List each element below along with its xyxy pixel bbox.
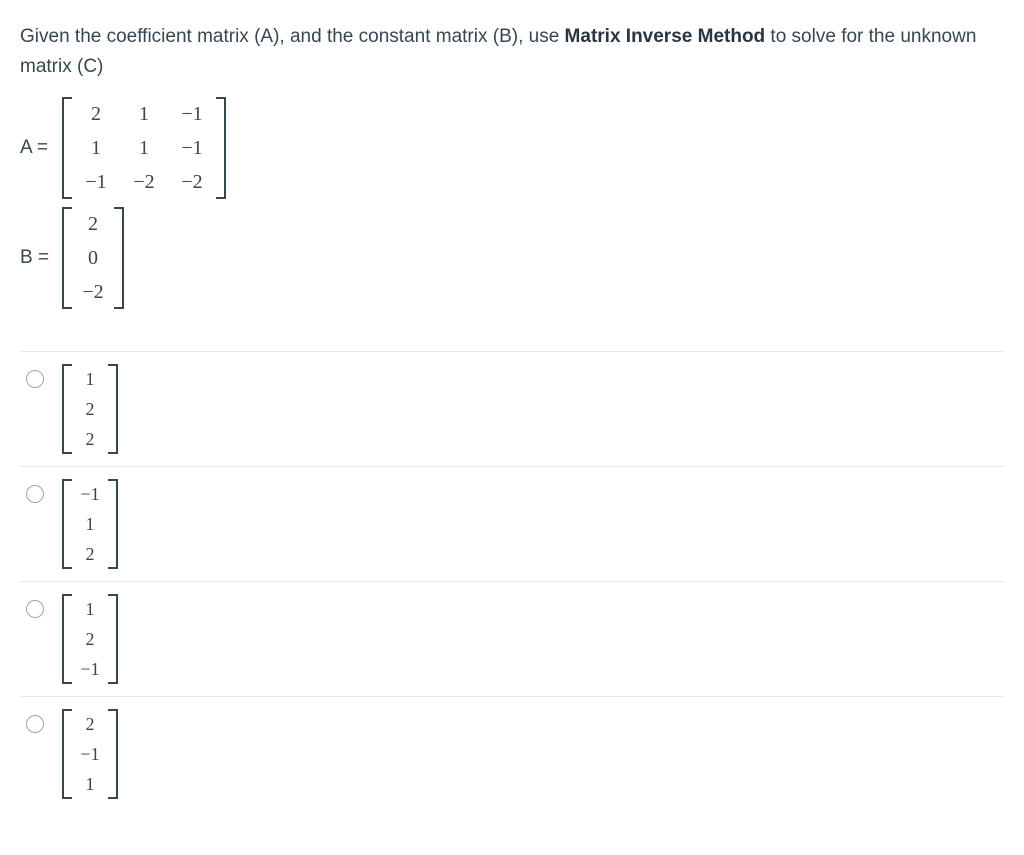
option-cell: 1 <box>72 370 108 388</box>
option-cell: −1 <box>72 660 108 678</box>
matrix-b-cell: 2 <box>72 214 114 234</box>
matrix-a-cell: 1 <box>72 138 120 158</box>
question-text: Given the coefficient matrix (A), and th… <box>20 22 1004 83</box>
matrix-a-cell: 2 <box>72 104 120 124</box>
option-4[interactable]: 2 −1 1 <box>20 696 1004 811</box>
option-3-matrix: 1 2 −1 <box>62 594 118 684</box>
option-cell: 2 <box>72 430 108 448</box>
option-2-matrix: −1 1 2 <box>62 479 118 569</box>
option-cell: 2 <box>72 400 108 418</box>
option-cell: 1 <box>72 775 108 793</box>
option-cell: 1 <box>72 515 108 533</box>
matrix-a: 2 1 −1 1 1 −1 −1 −2 −2 <box>62 97 226 199</box>
matrix-a-cell: 1 <box>120 138 168 158</box>
matrix-b-line: B = 2 0 −2 <box>20 207 1004 309</box>
option-3[interactable]: 1 2 −1 <box>20 581 1004 696</box>
matrix-a-cell: −1 <box>168 138 216 158</box>
answer-options: 1 2 2 −1 1 2 1 2 −1 <box>20 351 1004 811</box>
option-cell: 2 <box>72 545 108 563</box>
option-1-matrix: 1 2 2 <box>62 364 118 454</box>
option-cell: 1 <box>72 600 108 618</box>
option-2[interactable]: −1 1 2 <box>20 466 1004 581</box>
matrix-a-cell: −1 <box>168 104 216 124</box>
matrix-a-line: A = 2 1 −1 1 1 −1 −1 −2 −2 <box>20 97 1004 199</box>
option-cell: −1 <box>72 485 108 503</box>
option-cell: 2 <box>72 630 108 648</box>
radio-icon[interactable] <box>26 600 44 618</box>
matrix-a-cell: −2 <box>120 172 168 192</box>
option-1[interactable]: 1 2 2 <box>20 351 1004 466</box>
matrix-b: 2 0 −2 <box>62 207 124 309</box>
matrix-a-label: A = <box>20 137 62 159</box>
radio-icon[interactable] <box>26 715 44 733</box>
matrix-b-label: B = <box>20 247 62 269</box>
matrix-b-cell: −2 <box>72 282 114 302</box>
matrix-a-cell: 1 <box>120 104 168 124</box>
option-cell: 2 <box>72 715 108 733</box>
matrix-a-cell: −1 <box>72 172 120 192</box>
matrix-a-cell: −2 <box>168 172 216 192</box>
matrix-b-cell: 0 <box>72 248 114 268</box>
option-4-matrix: 2 −1 1 <box>62 709 118 799</box>
radio-icon[interactable] <box>26 370 44 388</box>
option-cell: −1 <box>72 745 108 763</box>
question-bold: Matrix Inverse Method <box>565 26 766 47</box>
question-pre: Given the coefficient matrix (A), and th… <box>20 26 565 47</box>
radio-icon[interactable] <box>26 485 44 503</box>
